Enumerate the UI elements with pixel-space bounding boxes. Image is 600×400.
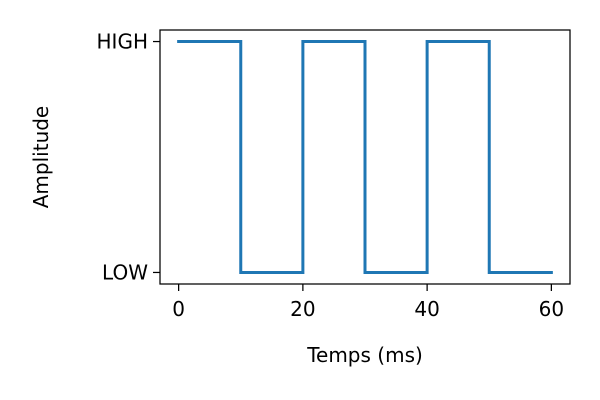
x-tick-label: 60: [539, 297, 564, 321]
plot-area: [177, 40, 553, 274]
series-line-0: [177, 40, 553, 274]
y-axis-label: Amplitude: [29, 106, 53, 209]
x-tick-label: 40: [414, 297, 439, 321]
plot-frame: [159, 29, 571, 285]
x-axis: 0 20 40 60: [172, 284, 564, 321]
x-tick-label: 20: [290, 297, 315, 321]
x-axis-label: Temps (ms): [306, 343, 423, 367]
y-tick-label: LOW: [102, 260, 148, 284]
y-tick-label: HIGH: [97, 30, 148, 54]
x-tick-label: 0: [172, 297, 185, 321]
y-axis: LOW HIGH: [97, 30, 160, 284]
